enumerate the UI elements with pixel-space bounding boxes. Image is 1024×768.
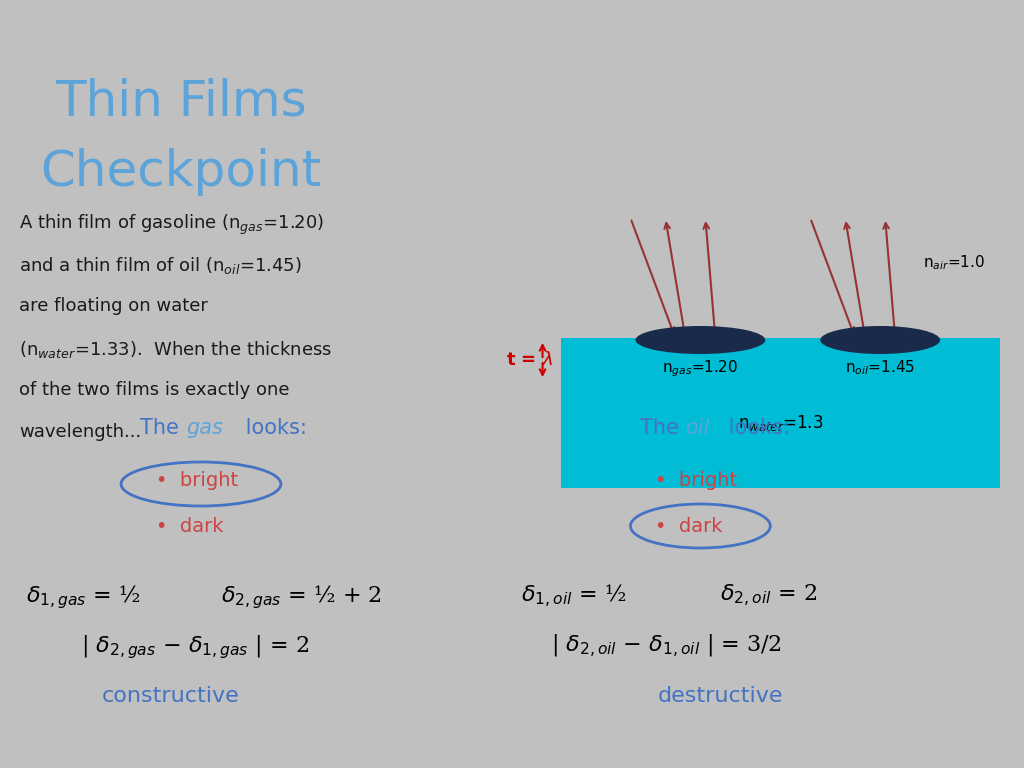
Text: The: The — [640, 418, 685, 438]
Text: n$_{water}$=1.3: n$_{water}$=1.3 — [737, 413, 823, 433]
Text: $\delta_{1,oil}$ = ½: $\delta_{1,oil}$ = ½ — [520, 583, 626, 611]
Text: A thin film of gasoline (n$_{gas}$=1.20): A thin film of gasoline (n$_{gas}$=1.20) — [19, 213, 325, 237]
FancyBboxPatch shape — [560, 338, 1000, 488]
Text: looks:: looks: — [722, 418, 791, 438]
Text: (n$_{water}$=1.33).  When the thickness: (n$_{water}$=1.33). When the thickness — [19, 339, 333, 360]
Text: •  dark: • dark — [655, 517, 723, 535]
Ellipse shape — [636, 326, 765, 354]
Text: •  bright: • bright — [156, 472, 239, 491]
Text: looks:: looks: — [239, 418, 307, 438]
Text: n$_{air}$=1.0: n$_{air}$=1.0 — [923, 253, 985, 273]
Text: •  bright: • bright — [655, 472, 737, 491]
Text: t = $\lambda$: t = $\lambda$ — [506, 351, 553, 369]
Text: $\delta_{2,oil}$ = 2: $\delta_{2,oil}$ = 2 — [720, 583, 817, 609]
Text: $\delta_{2,gas}$ = ½ + 2: $\delta_{2,gas}$ = ½ + 2 — [221, 583, 382, 611]
Text: destructive: destructive — [657, 686, 783, 706]
Text: | $\delta_{2,gas}$ $-$ $\delta_{1,gas}$ | = 2: | $\delta_{2,gas}$ $-$ $\delta_{1,gas}$ … — [81, 633, 309, 660]
Text: Checkpoint: Checkpoint — [40, 148, 322, 196]
Text: and a thin film of oil (n$_{oil}$=1.45): and a thin film of oil (n$_{oil}$=1.45) — [19, 255, 302, 276]
Text: wavelength...: wavelength... — [19, 423, 141, 441]
Text: •  dark: • dark — [156, 517, 223, 535]
Ellipse shape — [820, 326, 940, 354]
Text: The: The — [140, 418, 186, 438]
Text: constructive: constructive — [102, 686, 240, 706]
Text: n$_{oil}$=1.45: n$_{oil}$=1.45 — [845, 358, 915, 376]
Text: n$_{gas}$=1.20: n$_{gas}$=1.20 — [663, 358, 738, 379]
Text: $\delta_{1,gas}$ = ½: $\delta_{1,gas}$ = ½ — [27, 583, 140, 611]
Text: of the two films is exactly one: of the two films is exactly one — [19, 381, 290, 399]
Text: | $\delta_{2,oil}$ $-$ $\delta_{1,oil}$ | = 3/2: | $\delta_{2,oil}$ $-$ $\delta_{1,oil}$ … — [551, 633, 781, 659]
Text: Thin Films: Thin Films — [55, 78, 307, 126]
Text: are floating on water: are floating on water — [19, 297, 208, 315]
Text: oil: oil — [685, 418, 710, 438]
Text: gas: gas — [186, 418, 223, 438]
